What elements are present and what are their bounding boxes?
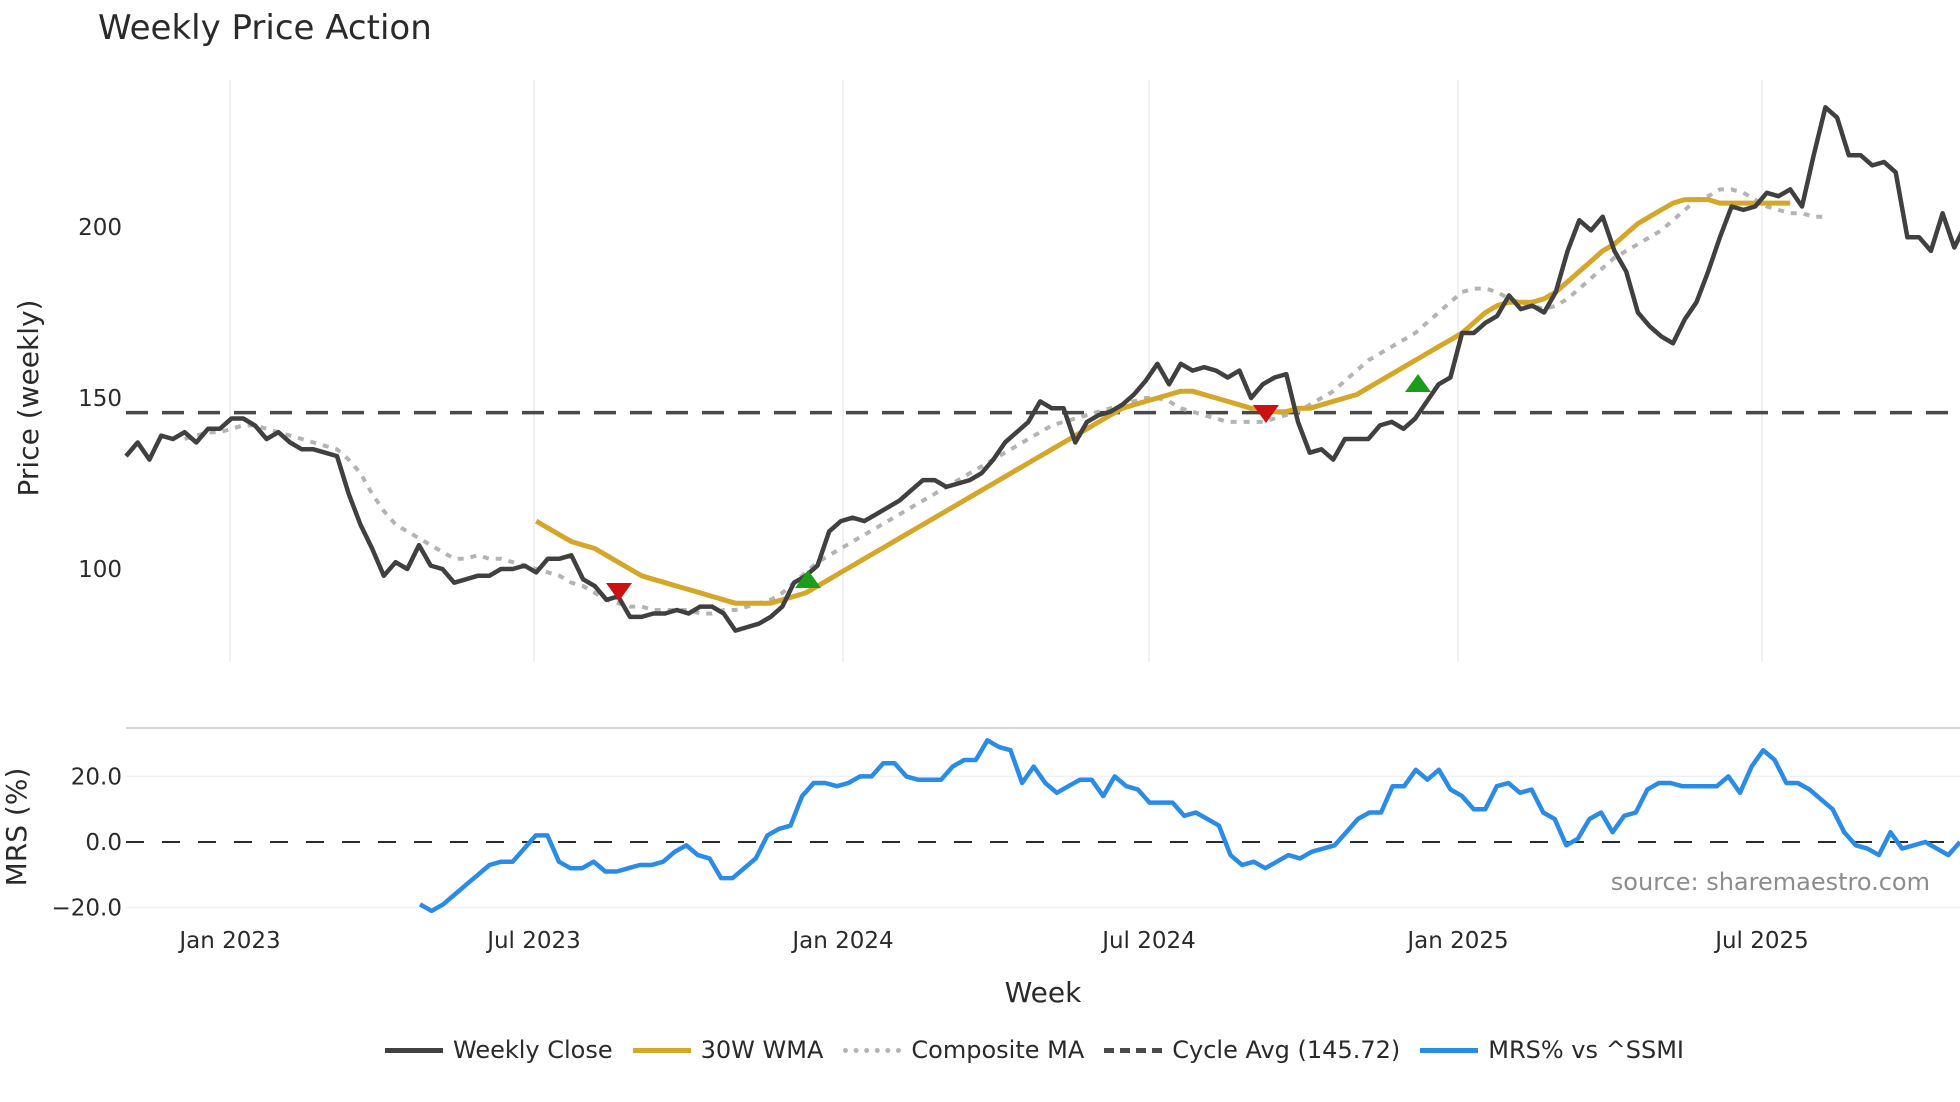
- mrs-tick: 0.0: [85, 830, 122, 856]
- weekly-close-line: [124, 105, 1960, 633]
- price-tick: 200: [78, 215, 122, 241]
- gridlines: [126, 80, 1960, 909]
- legend-swatch-icon: [632, 1047, 691, 1053]
- signal-markers: [606, 374, 1431, 601]
- price-tick: 150: [78, 386, 122, 412]
- source-note: source: sharemaestro.com: [1611, 868, 1930, 896]
- buy-signal-marker: [1405, 374, 1431, 392]
- legend-item[interactable]: Weekly Close: [385, 1036, 613, 1064]
- legend-item[interactable]: 30W WMA: [632, 1036, 824, 1064]
- chart-title: Weekly Price Action: [98, 8, 432, 48]
- buy-signal-marker: [795, 570, 821, 588]
- price-axis-label: Price (weekly): [12, 300, 45, 497]
- x-axis: Jan 2023 Jul 2023 Jan 2024 Jul 2024 Jan 2025…: [177, 928, 1808, 954]
- price-series: [124, 105, 1960, 633]
- wma-30w-line: [534, 197, 1791, 606]
- x-tick: Jul 2025: [1713, 928, 1809, 954]
- mrs-series: [126, 738, 1960, 914]
- x-tick: Jul 2024: [1100, 928, 1196, 954]
- x-axis-label: Week: [1005, 976, 1082, 1009]
- mrs-line: [418, 738, 1960, 914]
- x-tick: Jan 2024: [790, 928, 893, 954]
- mrs-tick: −20.0: [52, 896, 122, 922]
- mrs-tick: 20.0: [71, 764, 122, 790]
- mrs-axis-label: MRS (%): [0, 768, 33, 887]
- legend-label: MRS% vs ^SSMI: [1488, 1036, 1684, 1064]
- legend-swatch-icon: [1104, 1047, 1163, 1053]
- sell-signal-marker: [1253, 405, 1279, 423]
- x-tick: Jan 2023: [177, 928, 280, 954]
- legend-item[interactable]: Cycle Avg (145.72): [1104, 1036, 1400, 1064]
- legend-swatch-icon: [1420, 1047, 1479, 1053]
- legend-item[interactable]: Composite MA: [843, 1036, 1084, 1064]
- sell-signal-marker: [606, 583, 632, 601]
- x-tick: Jul 2023: [485, 928, 581, 954]
- legend-swatch-icon: [843, 1047, 902, 1053]
- legend-label: Weekly Close: [453, 1036, 613, 1064]
- x-tick: Jan 2025: [1405, 928, 1508, 954]
- legend: Weekly Close 30W WMA Composite MA Cycle Avg…: [385, 1036, 1704, 1064]
- legend-label: Cycle Avg (145.72): [1172, 1036, 1401, 1064]
- legend-label: 30W WMA: [700, 1036, 824, 1064]
- price-axis: 100 150 200: [78, 215, 122, 583]
- legend-label: Composite MA: [911, 1036, 1085, 1064]
- price-tick: 100: [78, 557, 122, 583]
- mrs-axis: 20.0 0.0 −20.0: [52, 764, 122, 921]
- composite-ma-line: [184, 187, 1826, 616]
- legend-item[interactable]: MRS% vs ^SSMI: [1420, 1036, 1684, 1064]
- legend-swatch-icon: [385, 1047, 443, 1053]
